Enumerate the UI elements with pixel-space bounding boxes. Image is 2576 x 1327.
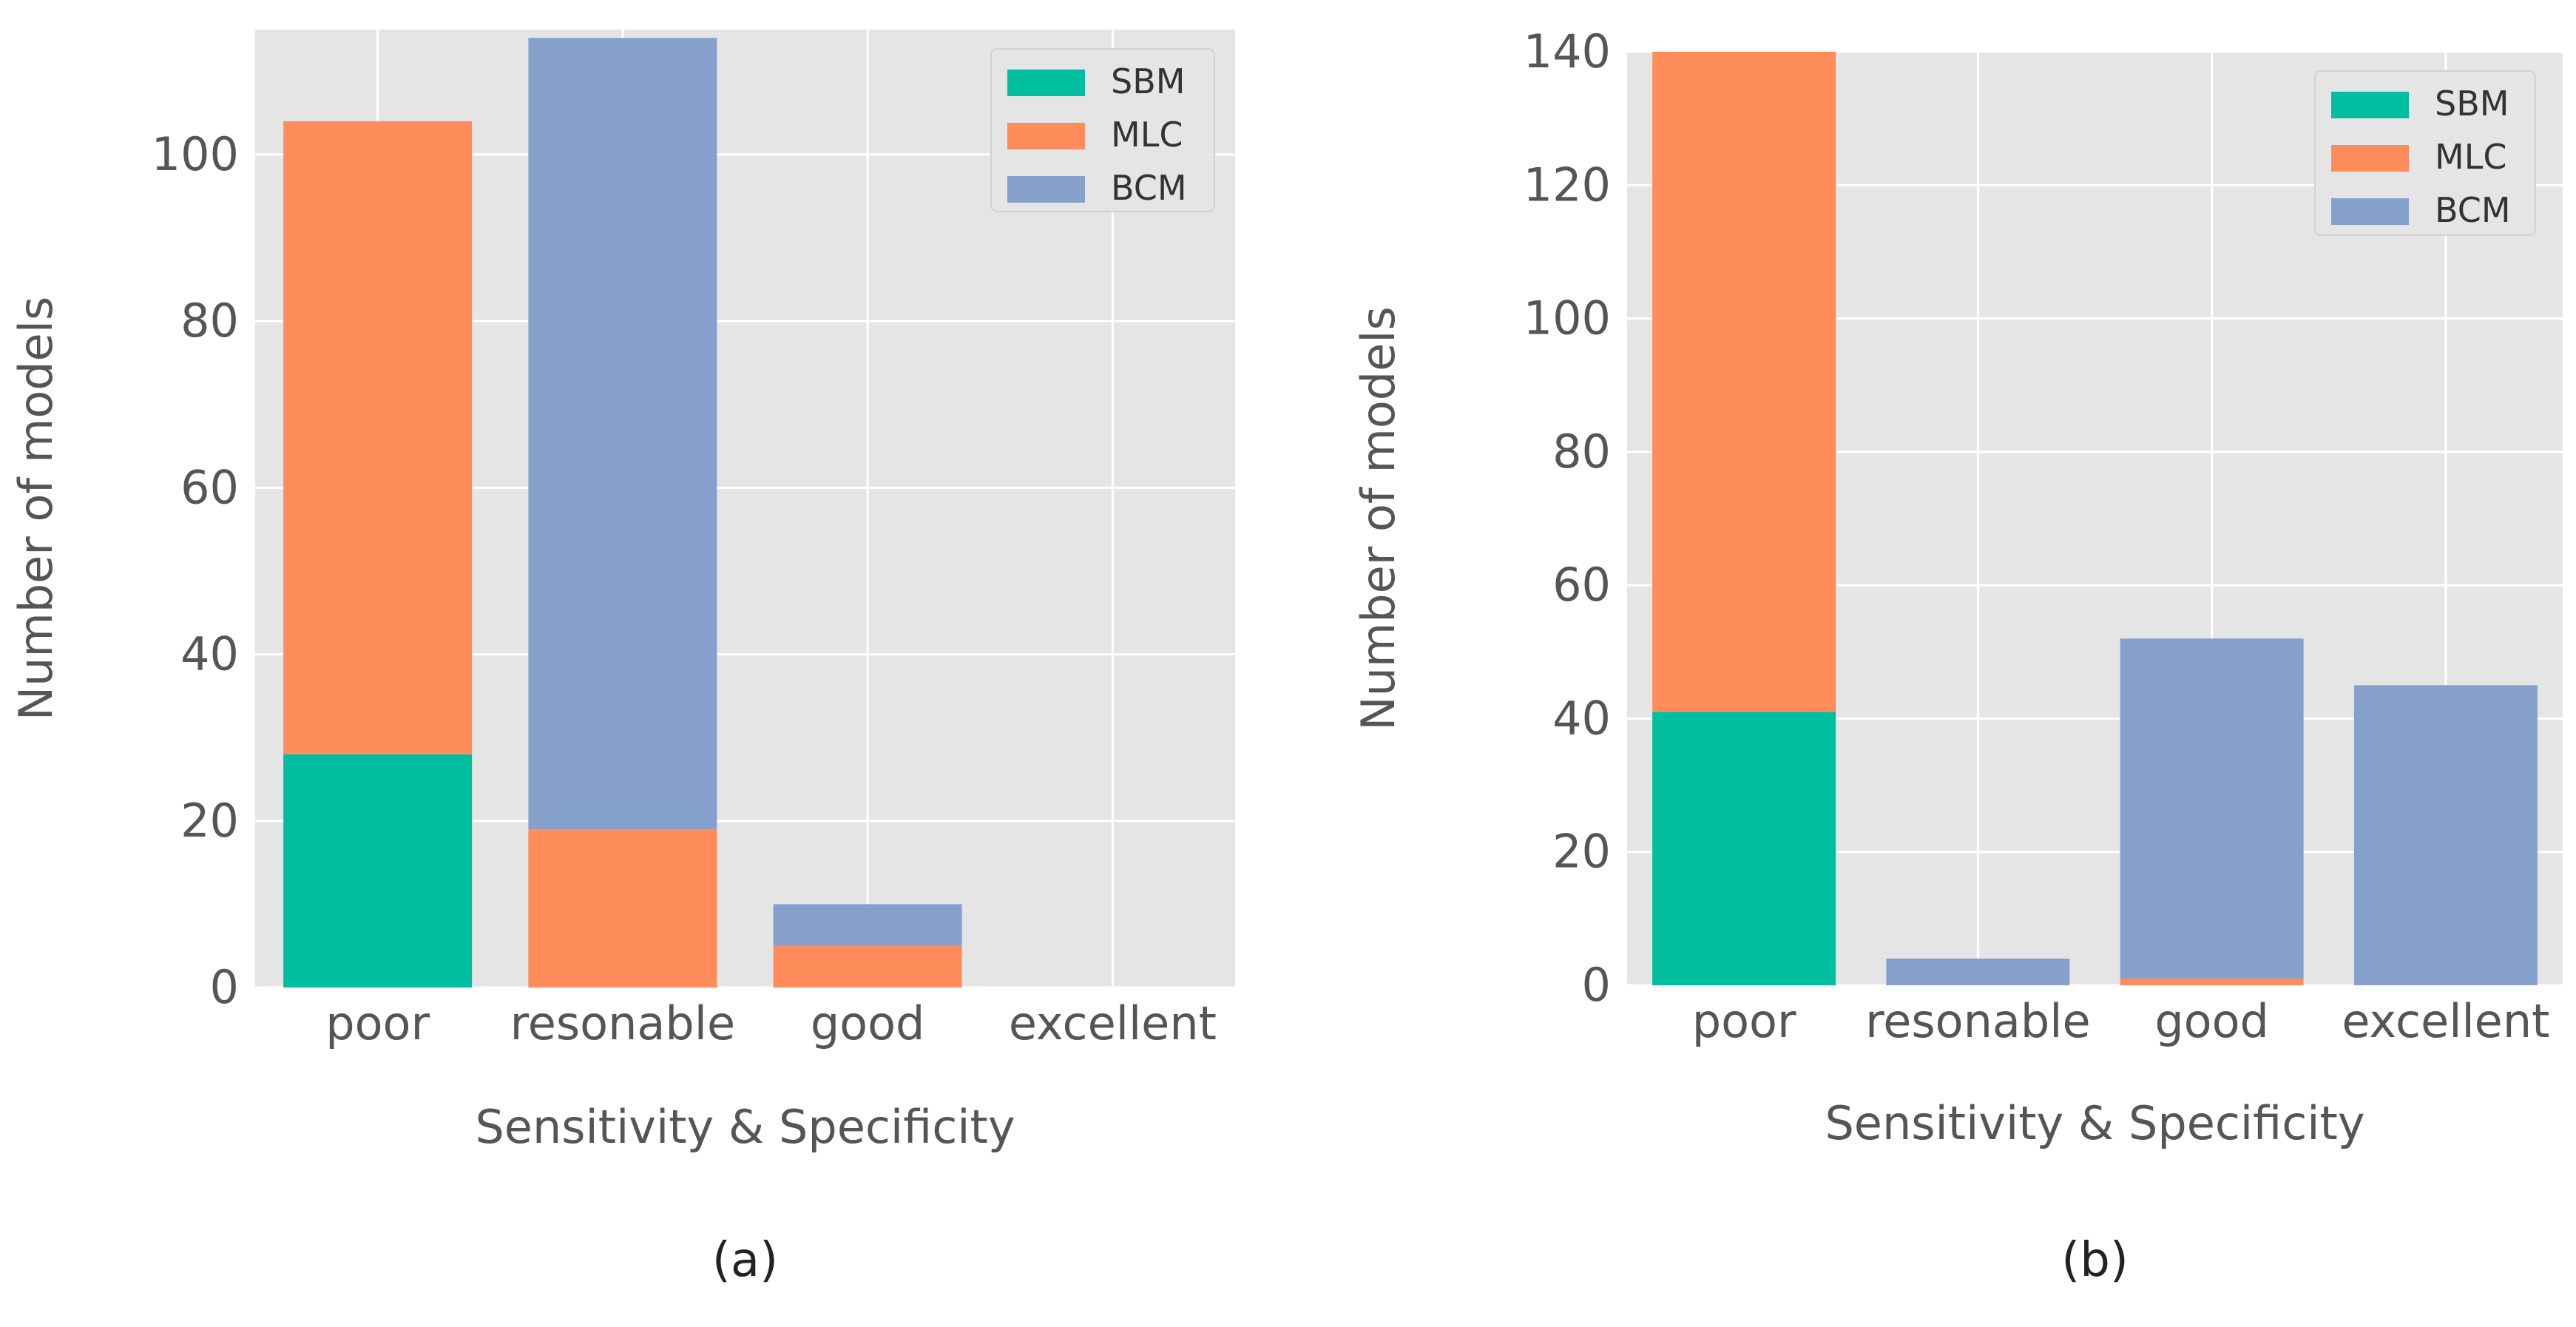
y-tick-label: 140 [1524,24,1611,78]
bar-mlc-good [2120,978,2304,985]
x-tick-label: poor [1692,994,1796,1048]
panel-caption: (b) [2061,1233,2129,1288]
y-axis-label: Number of models [9,297,63,721]
legend-swatch-mlc [1007,123,1085,149]
legend-label-bcm: BCM [1111,168,1187,208]
y-tick-label: 20 [1552,825,1611,879]
x-tick-label: excellent [2342,994,2549,1048]
bar-mlc-poor [1652,52,1836,712]
panel-caption: (a) [712,1233,778,1288]
legend-swatch-sbm [1007,70,1085,96]
x-axis-label: Sensitivity & Specificity [475,1100,1015,1154]
bar-bcm-good [773,904,962,946]
legend-label-mlc: MLC [1111,115,1183,155]
y-tick-label: 0 [1582,958,1611,1012]
legend-label-sbm: SBM [2435,84,2509,124]
bar-bcm-resonable [1886,958,2070,985]
y-tick-label: 40 [180,627,239,681]
bar-mlc-poor [283,121,473,754]
legend-swatch-bcm [1007,176,1085,203]
x-tick-label: poor [325,996,430,1050]
chart-panel-a: 0 20 40 60 80 100 poor resonable good excellent Se… [9,30,1235,1288]
y-tick-label: 80 [180,294,239,348]
legend-label-sbm: SBM [1111,61,1185,101]
bar-mlc-good [773,945,962,987]
chart-panel-b: 0 20 40 60 80 100 120 140 poor resonable good excel… [1351,24,2563,1288]
y-tick-label: 60 [1552,558,1611,612]
bar-sbm-poor [283,754,473,987]
legend-swatch-sbm [2331,92,2409,118]
bar-bcm-resonable [528,38,717,830]
x-tick-label: excellent [1009,996,1217,1050]
bar-bcm-excellent [2353,685,2538,985]
y-axis-label: Number of models [1351,306,1405,731]
bar-mlc-resonable [528,829,717,987]
bar-bcm-good [2120,638,2304,979]
y-tick-label: 120 [1524,158,1611,212]
x-tick-label: good [811,996,925,1050]
x-tick-label: resonable [510,996,736,1050]
legend-swatch-bcm [2331,198,2409,225]
y-tick-label: 100 [152,127,239,181]
bar-sbm-poor [1652,712,1836,985]
y-tick-label: 20 [180,794,239,848]
y-tick-label: 0 [210,960,239,1014]
x-tick-label: resonable [1865,994,2091,1048]
x-tick-label: good [2154,994,2269,1048]
y-tick-label: 40 [1552,691,1611,745]
legend-label-mlc: MLC [2435,137,2506,177]
y-tick-label: 60 [180,460,239,514]
x-axis-label: Sensitivity & Specificity [1825,1096,2364,1150]
legend-label-bcm: BCM [2435,190,2511,230]
y-tick-label: 80 [1552,425,1611,479]
y-tick-label: 100 [1524,291,1611,345]
legend-swatch-mlc [2331,145,2409,172]
